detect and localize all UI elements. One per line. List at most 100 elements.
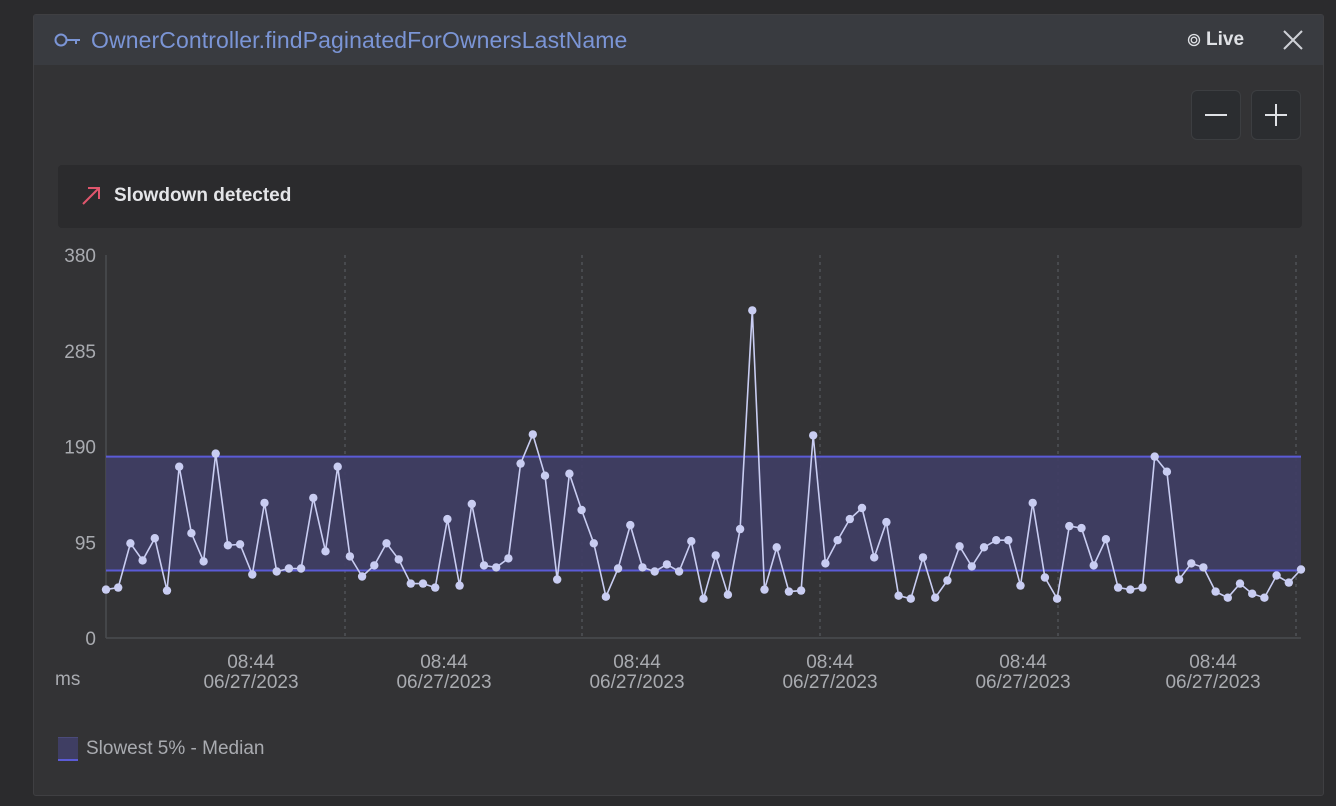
data-point <box>1016 581 1025 590</box>
chart-legend[interactable]: Slowest 5% - Median <box>58 737 264 761</box>
data-point <box>918 553 928 562</box>
data-point <box>516 459 525 468</box>
data-point <box>601 592 611 601</box>
data-point <box>479 561 489 570</box>
data-point <box>613 564 623 573</box>
x-tick-time: 08:44 <box>420 652 468 673</box>
banner-text: Slowdown detected <box>114 185 292 206</box>
data-point <box>162 586 172 595</box>
data-point <box>662 560 672 569</box>
data-point <box>553 575 562 584</box>
data-point <box>955 542 964 551</box>
x-tick-date: 06/27/2023 <box>203 672 298 693</box>
data-point <box>870 553 879 562</box>
data-point <box>565 469 574 478</box>
data-point <box>235 540 245 549</box>
data-point <box>418 579 428 588</box>
x-tick-date: 06/27/2023 <box>975 672 1070 693</box>
data-point <box>101 585 111 594</box>
data-point <box>345 552 355 561</box>
live-indicator[interactable]: Live <box>1187 29 1244 51</box>
data-point <box>528 430 537 439</box>
data-point <box>455 581 464 590</box>
y-unit-label: ms <box>55 669 80 690</box>
data-point <box>248 570 257 579</box>
close-icon[interactable] <box>1282 29 1304 51</box>
zoom-in-button[interactable] <box>1251 90 1301 140</box>
data-point <box>1065 521 1074 531</box>
data-point <box>492 563 501 572</box>
band-area <box>106 456 1301 571</box>
data-point <box>845 514 854 524</box>
data-point <box>711 551 720 560</box>
data-point <box>1296 565 1306 574</box>
data-point <box>504 554 513 563</box>
data-point <box>175 462 184 471</box>
y-tick-label: 380 <box>64 246 96 267</box>
live-label: Live <box>1206 29 1245 50</box>
data-point <box>760 585 769 594</box>
legend-swatch <box>58 737 78 761</box>
data-point <box>577 505 586 515</box>
x-tick-time: 08:44 <box>227 652 275 673</box>
y-tick-label: 285 <box>64 342 96 363</box>
data-point <box>772 543 781 552</box>
data-point <box>1028 498 1037 508</box>
data-point <box>1199 563 1208 572</box>
data-point <box>1272 571 1281 580</box>
data-point <box>1126 585 1135 594</box>
slowdown-banner: Slowdown detected <box>58 165 1302 228</box>
page-title: OwnerController.findPaginatedForOwnersLa… <box>91 27 628 53</box>
data-point <box>748 306 757 315</box>
data-point <box>857 503 867 513</box>
data-point <box>589 539 598 548</box>
data-point <box>187 529 196 538</box>
x-tick-time: 08:44 <box>806 652 854 673</box>
data-point <box>296 564 306 573</box>
panel-header: OwnerController.findPaginatedForOwnersLa… <box>34 15 1323 65</box>
x-tick-date: 06/27/2023 <box>1165 672 1260 693</box>
data-point <box>906 594 915 603</box>
data-point <box>211 449 220 458</box>
data-point <box>1223 593 1233 602</box>
data-point <box>126 539 135 548</box>
x-tick-date: 06/27/2023 <box>589 672 684 693</box>
data-point <box>1235 579 1245 588</box>
data-point <box>1162 467 1172 476</box>
y-tick-label: 0 <box>85 629 96 650</box>
data-point <box>723 590 733 599</box>
x-tick-time: 08:44 <box>1189 652 1237 673</box>
data-point <box>199 557 208 566</box>
zoom-out-button[interactable] <box>1191 90 1241 140</box>
data-point <box>943 576 952 585</box>
data-point <box>979 543 989 552</box>
data-point <box>150 534 159 543</box>
data-point <box>882 517 891 527</box>
data-point <box>406 579 415 588</box>
y-tick-label: 190 <box>64 438 96 459</box>
data-point <box>894 591 903 600</box>
data-point <box>1077 523 1086 533</box>
data-point <box>735 524 745 534</box>
data-point <box>333 462 342 471</box>
data-point <box>1138 583 1147 592</box>
data-point <box>260 498 269 508</box>
trend-up-arrow-icon <box>82 187 100 205</box>
data-point <box>370 561 379 570</box>
data-point <box>1113 583 1123 592</box>
data-point <box>1052 594 1062 603</box>
data-point <box>1101 535 1111 544</box>
data-point <box>931 593 940 602</box>
x-tick-time: 08:44 <box>999 652 1047 673</box>
data-point <box>138 556 147 565</box>
data-point <box>284 564 294 573</box>
data-point <box>809 431 818 440</box>
data-point <box>687 537 696 546</box>
data-point <box>272 567 281 576</box>
plus-icon <box>1265 104 1287 126</box>
data-point <box>1260 593 1269 602</box>
minus-icon <box>1205 114 1227 116</box>
x-tick-date: 06/27/2023 <box>396 672 491 693</box>
legend-label: Slowest 5% - Median <box>86 738 265 759</box>
data-point <box>1089 561 1098 570</box>
